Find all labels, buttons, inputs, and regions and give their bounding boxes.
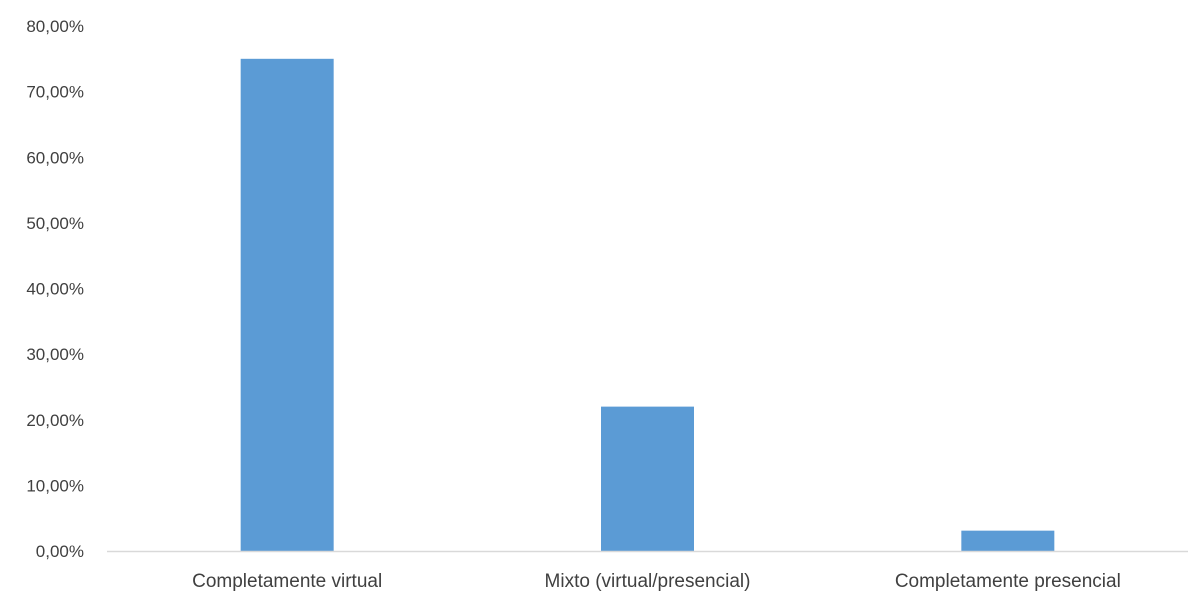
y-tick-label: 80,00% — [26, 17, 84, 36]
y-axis-ticks: 0,00% 10,00% 20,00% 30,00% 40,00% 50,00% 60,00… — [26, 17, 84, 561]
y-tick-label: 0,00% — [36, 542, 84, 561]
y-tick-label: 40,00% — [26, 280, 84, 299]
y-tick-label: 60,00% — [26, 148, 84, 167]
y-tick-label: 10,00% — [26, 476, 84, 495]
x-axis-labels: Completamente virtual Mixto (virtual/pres… — [192, 571, 1121, 592]
x-category-label: Mixto (virtual/presencial) — [545, 571, 751, 592]
y-tick-label: 20,00% — [26, 411, 84, 430]
y-tick-label: 30,00% — [26, 345, 84, 364]
bar — [601, 406, 694, 551]
bar — [961, 530, 1055, 551]
y-tick-label: 70,00% — [26, 83, 84, 102]
bar — [240, 58, 334, 551]
x-category-label: Completamente virtual — [192, 571, 382, 592]
y-tick-label: 50,00% — [26, 214, 84, 233]
x-category-label: Completamente presencial — [895, 571, 1121, 592]
bars — [240, 58, 1055, 551]
